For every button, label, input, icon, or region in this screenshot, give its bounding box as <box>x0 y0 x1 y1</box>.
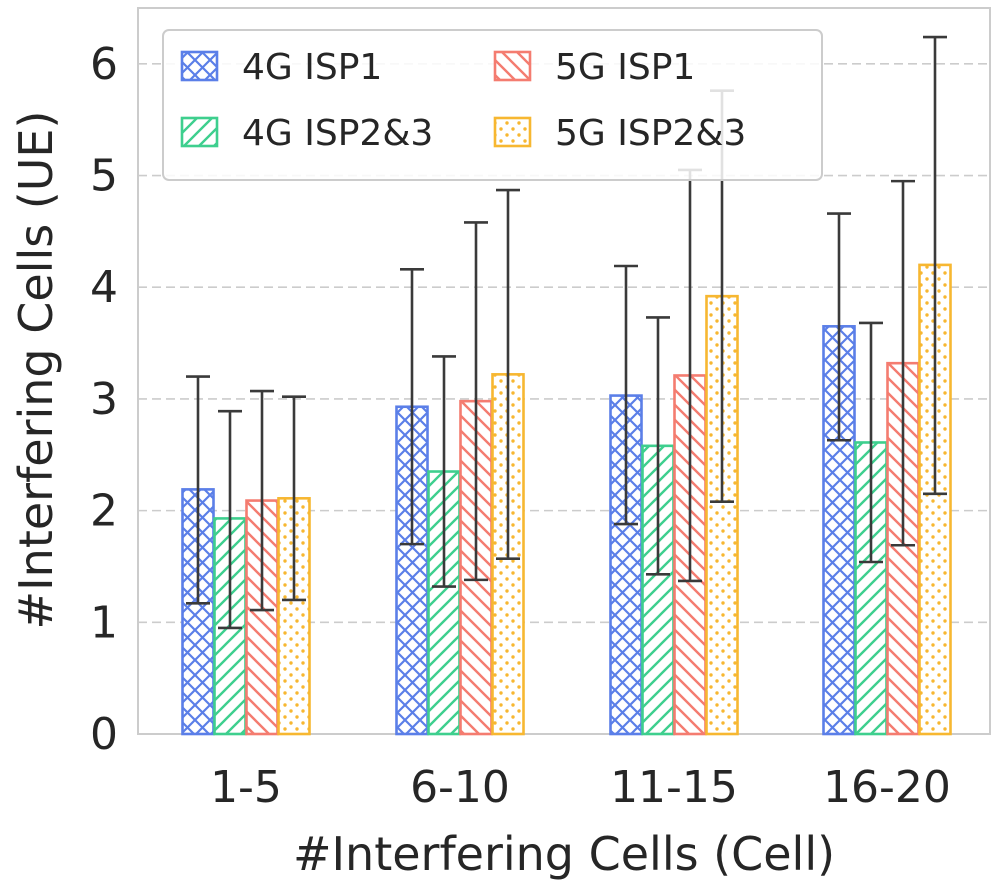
legend: 4G ISP1 4G ISP2&3 5G ISP1 5G ISP2&3 <box>162 29 823 181</box>
legend-swatch <box>493 50 532 82</box>
y-tick-label: 6 <box>90 39 118 90</box>
legend-box <box>162 29 823 181</box>
x-tick-labels: 1-5 6-10 11-15 16-20 <box>210 762 951 813</box>
legend-swatch <box>180 50 219 82</box>
error-bar-4g-isp1 <box>400 268 424 546</box>
error-bar-5g-isp1 <box>891 179 915 547</box>
error-bar-5g-isp1 <box>250 389 274 612</box>
legend-item-5g-isp1: 5G ISP1 <box>493 47 695 88</box>
legend-swatch <box>493 116 532 148</box>
x-tick-label: 16-20 <box>823 762 951 813</box>
error-bar-4g-isp2-3 <box>646 316 670 576</box>
error-bar-4g-isp1 <box>827 212 851 442</box>
error-bar-5g-isp2-3 <box>496 188 520 560</box>
legend-label: 4G ISP1 <box>242 47 382 88</box>
error-bar-4g-isp2-3 <box>218 409 242 630</box>
error-bar-5g-isp1 <box>464 221 488 582</box>
error-bar-5g-isp2-3 <box>282 395 306 602</box>
legend-swatch <box>180 116 219 148</box>
error-bar-4g-isp1 <box>186 375 210 605</box>
error-bars-layer <box>186 35 947 630</box>
legend-item-4g-isp1: 4G ISP1 <box>180 47 382 88</box>
error-bar-4g-isp2-3 <box>859 321 883 564</box>
legend-item-4g-isp2-3: 4G ISP2&3 <box>180 113 433 154</box>
y-tick-labels: 0 1 2 3 4 5 6 <box>90 39 118 760</box>
x-tick-label: 6-10 <box>410 762 510 813</box>
legend-label: 4G ISP2&3 <box>242 113 433 154</box>
legend-label: 5G ISP2&3 <box>555 113 746 154</box>
error-bar-4g-isp1 <box>614 264 638 526</box>
legend-item-5g-isp2-3: 5G ISP2&3 <box>493 113 746 154</box>
x-tick-label: 1-5 <box>210 762 282 813</box>
x-tick-label: 11-15 <box>610 762 738 813</box>
y-tick-label: 5 <box>90 151 118 202</box>
y-tick-label: 4 <box>90 262 118 313</box>
error-bar-5g-isp2-3 <box>923 35 947 496</box>
y-tick-label: 3 <box>90 374 118 425</box>
y-tick-label: 1 <box>90 597 118 648</box>
x-axis-label: #Interfering Cells (Cell) <box>293 827 835 881</box>
y-tick-label: 0 <box>90 709 118 760</box>
legend-label: 5G ISP1 <box>555 47 695 88</box>
error-bar-4g-isp2-3 <box>432 355 456 588</box>
y-axis-label: #Interfering Cells (UE) <box>9 111 63 630</box>
y-tick-label: 2 <box>90 486 118 537</box>
